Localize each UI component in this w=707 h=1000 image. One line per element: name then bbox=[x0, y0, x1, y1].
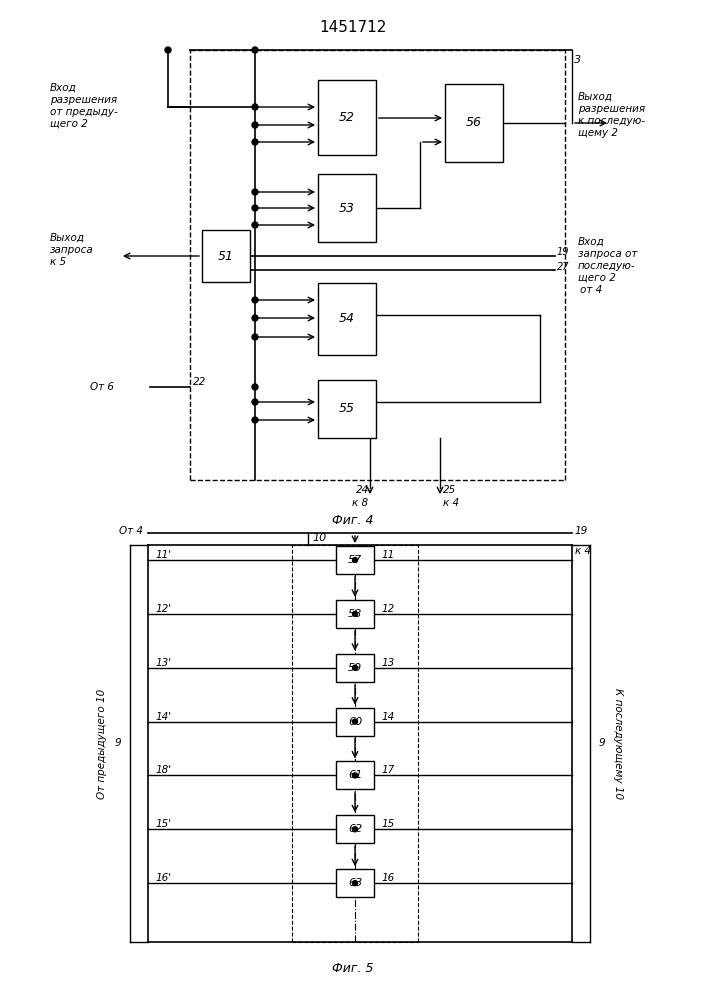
Text: 9: 9 bbox=[599, 738, 605, 748]
Text: 14: 14 bbox=[382, 712, 395, 722]
Text: 16': 16' bbox=[156, 873, 172, 883]
Text: Выход: Выход bbox=[578, 92, 613, 102]
Text: 17: 17 bbox=[382, 765, 395, 775]
Text: разрешения: разрешения bbox=[578, 104, 645, 114]
Text: 58: 58 bbox=[348, 609, 362, 619]
Text: 13: 13 bbox=[382, 658, 395, 668]
Text: к 4: к 4 bbox=[443, 498, 459, 508]
Text: к последую-: к последую- bbox=[578, 116, 645, 126]
Circle shape bbox=[252, 139, 258, 145]
Text: От предыдущего 10: От предыдущего 10 bbox=[97, 688, 107, 799]
Text: к 4: к 4 bbox=[575, 546, 591, 556]
Text: 19: 19 bbox=[557, 247, 570, 257]
FancyBboxPatch shape bbox=[336, 546, 374, 574]
Text: 55: 55 bbox=[339, 402, 355, 416]
FancyBboxPatch shape bbox=[336, 815, 374, 843]
Circle shape bbox=[353, 827, 358, 832]
Text: 53: 53 bbox=[339, 202, 355, 215]
Text: 27: 27 bbox=[557, 262, 570, 272]
Text: к 5: к 5 bbox=[50, 257, 66, 267]
Circle shape bbox=[252, 384, 258, 390]
Text: 52: 52 bbox=[339, 111, 355, 124]
Text: 18': 18' bbox=[156, 765, 172, 775]
FancyBboxPatch shape bbox=[318, 283, 376, 355]
Text: 15': 15' bbox=[156, 819, 172, 829]
Text: 22: 22 bbox=[193, 377, 206, 387]
Text: 51: 51 bbox=[218, 249, 234, 262]
Text: последую-: последую- bbox=[578, 261, 636, 271]
Circle shape bbox=[353, 773, 358, 778]
Text: 24: 24 bbox=[356, 485, 369, 495]
Text: 61: 61 bbox=[348, 770, 362, 780]
Text: 10: 10 bbox=[312, 533, 326, 543]
Circle shape bbox=[353, 719, 358, 724]
Circle shape bbox=[252, 189, 258, 195]
Text: 54: 54 bbox=[339, 312, 355, 326]
Text: 12': 12' bbox=[156, 604, 172, 614]
Circle shape bbox=[252, 297, 258, 303]
Text: К последующему 10: К последующему 10 bbox=[613, 688, 623, 799]
Text: От 4: От 4 bbox=[119, 526, 143, 536]
Text: 3: 3 bbox=[574, 55, 581, 65]
Text: щему 2: щему 2 bbox=[578, 128, 618, 138]
Circle shape bbox=[252, 104, 258, 110]
Circle shape bbox=[353, 611, 358, 616]
Circle shape bbox=[252, 222, 258, 228]
Text: к 8: к 8 bbox=[352, 498, 368, 508]
Circle shape bbox=[252, 334, 258, 340]
Circle shape bbox=[353, 881, 358, 886]
Circle shape bbox=[252, 122, 258, 128]
Text: 25: 25 bbox=[443, 485, 456, 495]
FancyBboxPatch shape bbox=[336, 708, 374, 736]
Text: 57: 57 bbox=[348, 555, 362, 565]
Text: 11': 11' bbox=[156, 550, 172, 560]
Text: Вход: Вход bbox=[578, 237, 604, 247]
Circle shape bbox=[252, 399, 258, 405]
Circle shape bbox=[353, 558, 358, 562]
Text: 60: 60 bbox=[348, 717, 362, 727]
Text: 1451712: 1451712 bbox=[320, 20, 387, 35]
Circle shape bbox=[165, 47, 171, 53]
Text: 59: 59 bbox=[348, 663, 362, 673]
Text: щего 2: щего 2 bbox=[50, 119, 88, 129]
FancyBboxPatch shape bbox=[318, 174, 376, 242]
Text: 12: 12 bbox=[382, 604, 395, 614]
FancyBboxPatch shape bbox=[336, 654, 374, 682]
Circle shape bbox=[252, 315, 258, 321]
Text: От 6: От 6 bbox=[90, 382, 114, 392]
FancyBboxPatch shape bbox=[318, 80, 376, 155]
Text: Выход: Выход bbox=[50, 233, 85, 243]
Text: щего 2: щего 2 bbox=[578, 273, 616, 283]
Text: 62: 62 bbox=[348, 824, 362, 834]
Text: от предыду-: от предыду- bbox=[50, 107, 118, 117]
Text: 16: 16 bbox=[382, 873, 395, 883]
Circle shape bbox=[252, 417, 258, 423]
Text: Фиг. 5: Фиг. 5 bbox=[332, 962, 374, 974]
Text: 11: 11 bbox=[382, 550, 395, 560]
FancyBboxPatch shape bbox=[336, 869, 374, 897]
FancyBboxPatch shape bbox=[202, 230, 250, 282]
Text: 19: 19 bbox=[575, 526, 588, 536]
Text: 13': 13' bbox=[156, 658, 172, 668]
FancyBboxPatch shape bbox=[318, 380, 376, 438]
Text: 9: 9 bbox=[115, 738, 122, 748]
Circle shape bbox=[353, 665, 358, 670]
Text: от 4: от 4 bbox=[580, 285, 602, 295]
Text: 63: 63 bbox=[348, 878, 362, 888]
Text: запроса от: запроса от bbox=[578, 249, 638, 259]
FancyBboxPatch shape bbox=[336, 600, 374, 628]
Text: Фиг. 4: Фиг. 4 bbox=[332, 514, 374, 526]
Text: разрешения: разрешения bbox=[50, 95, 117, 105]
Circle shape bbox=[252, 205, 258, 211]
Text: запроса: запроса bbox=[50, 245, 94, 255]
Circle shape bbox=[252, 47, 258, 53]
Text: Вход: Вход bbox=[50, 83, 77, 93]
FancyBboxPatch shape bbox=[336, 761, 374, 789]
FancyBboxPatch shape bbox=[445, 84, 503, 162]
Text: 14': 14' bbox=[156, 712, 172, 722]
Text: 15: 15 bbox=[382, 819, 395, 829]
Text: 56: 56 bbox=[466, 116, 482, 129]
